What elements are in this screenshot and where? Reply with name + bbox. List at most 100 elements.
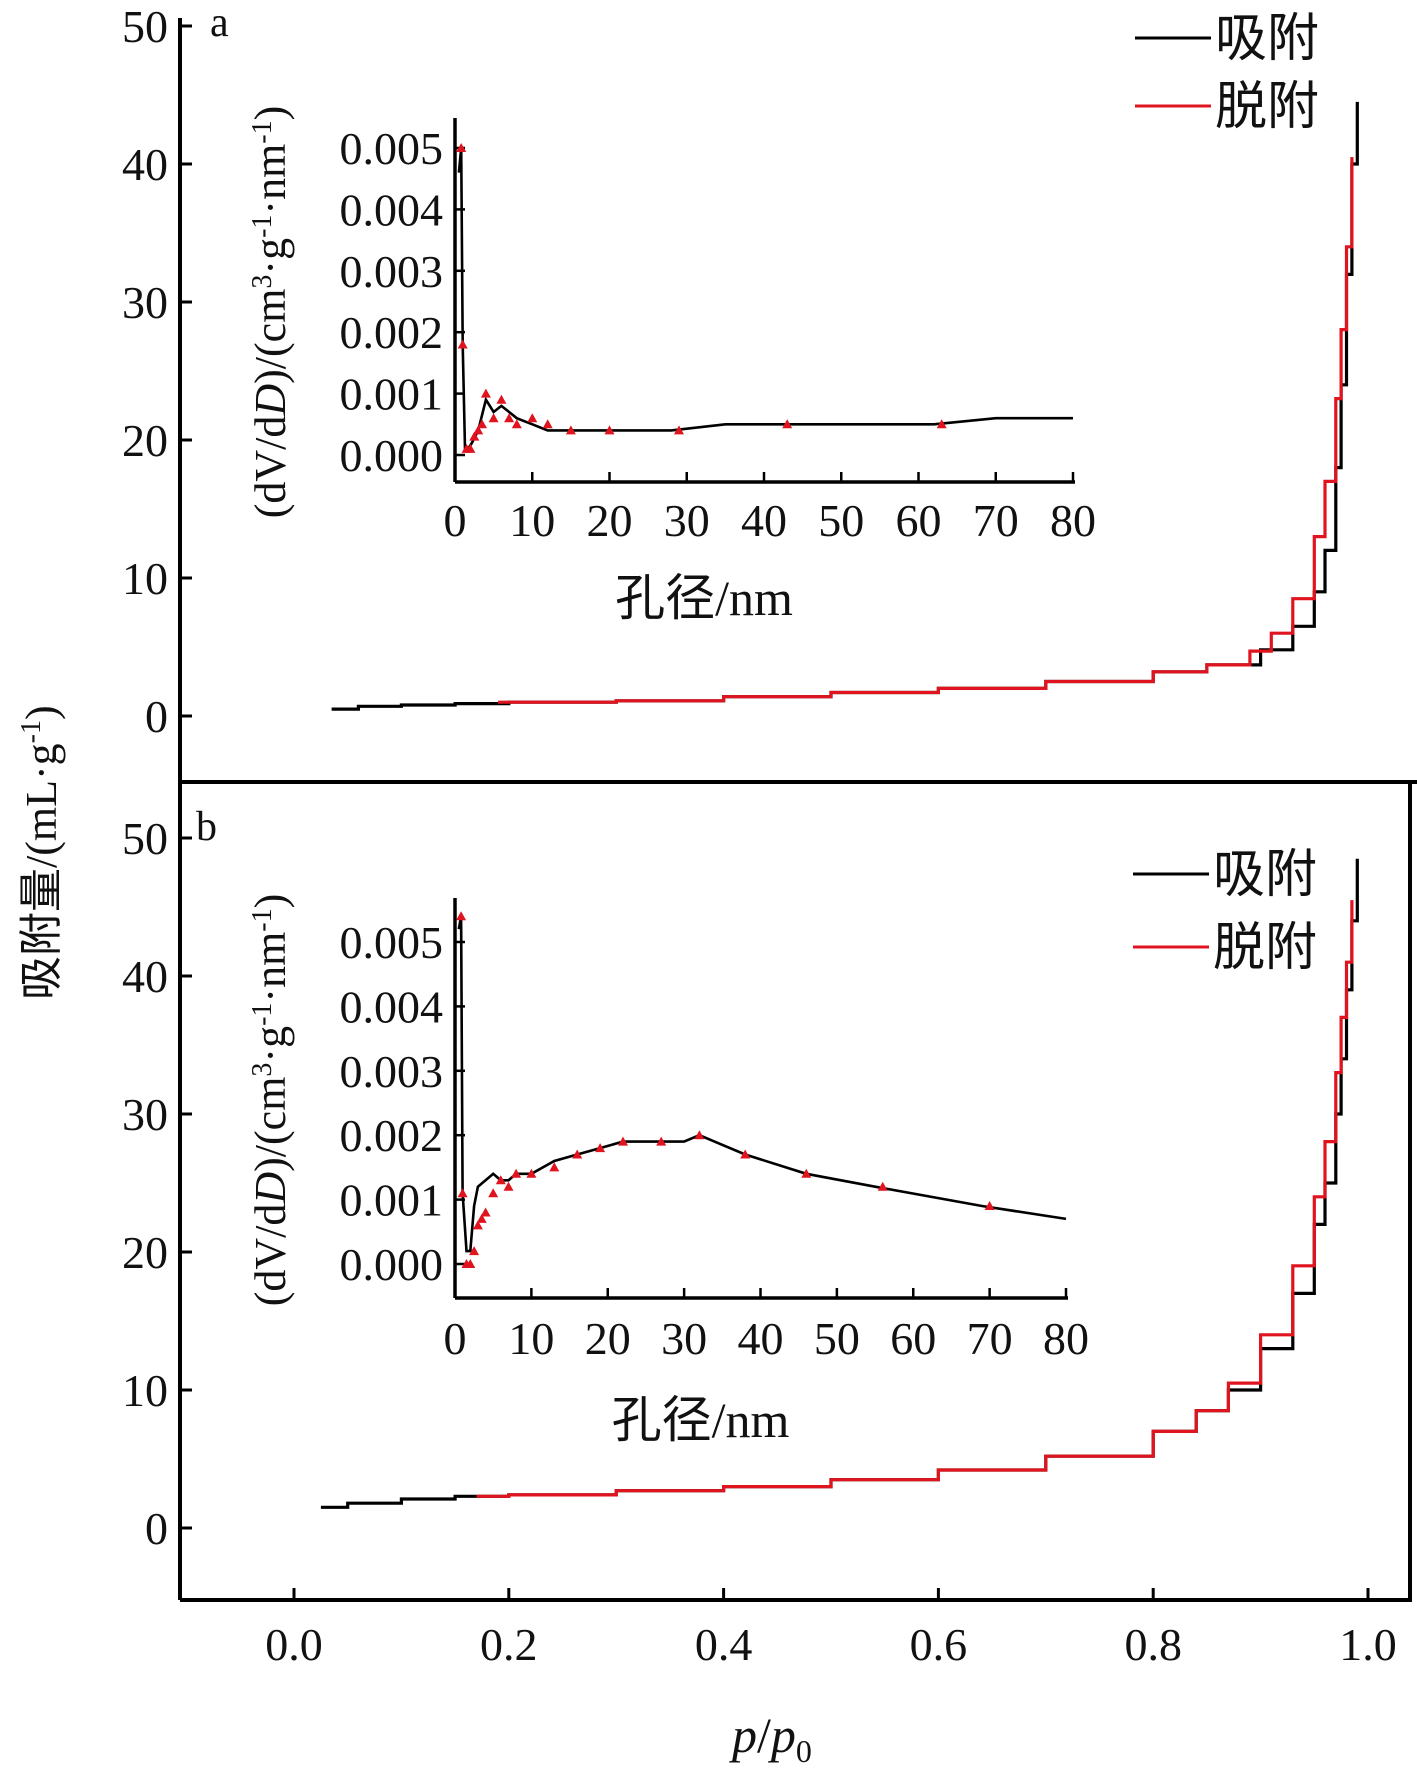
y-tick-label: 20	[122, 415, 168, 466]
x-tick-label: 0.0	[265, 1619, 323, 1670]
legend-desorption-label: 脱附	[1215, 77, 1319, 137]
inset-x-tick-label: 0	[444, 495, 467, 546]
y-axis-title: 吸附量/(mL·g-1)	[16, 705, 66, 1000]
inset-data-marker	[618, 1136, 628, 1146]
inset-x-tick-label: 0	[444, 1313, 467, 1364]
inset-y-tick-label: 0.001	[340, 369, 444, 420]
inset-data-marker	[674, 425, 684, 435]
inset-data-marker	[595, 1143, 606, 1153]
inset-y-axis-title: (dV/dD)/(cm3·g-1·nm-1)	[246, 106, 295, 519]
inset-x-tick-label: 10	[509, 495, 555, 546]
inset-data-marker	[936, 419, 947, 429]
y-tick-label: 0	[145, 1503, 168, 1554]
inset-data-marker	[476, 1213, 487, 1223]
y-tick-label: 10	[122, 1365, 168, 1416]
pore-size-inset: 0.000 0.001 0.002 0.003 0.004 0.005 0 10 20 30 40 5…	[246, 106, 1096, 626]
x-tick-label: 0.8	[1124, 1619, 1182, 1670]
inset-y-tick-label: 0.005	[340, 123, 444, 174]
inset-data-marker	[511, 419, 522, 429]
inset-y-tick-label: 0.000	[340, 430, 444, 481]
inset-data-marker	[473, 425, 484, 435]
inset-data-marker	[782, 419, 793, 429]
inset-data-marker	[801, 1168, 812, 1178]
inset-x-tick-label: 60	[896, 495, 942, 546]
y-tick-label: 40	[122, 951, 168, 1002]
inset-x-axis-title: 孔径/nm	[615, 570, 793, 626]
legend-desorption-label: 脱附	[1213, 918, 1317, 978]
x-tick-label: 0.2	[480, 1619, 538, 1670]
inset-x-tick-label: 60	[890, 1313, 936, 1364]
inset-data-marker	[549, 1162, 560, 1172]
inset-data-marker	[480, 388, 491, 398]
y-tick-label: 50	[122, 813, 168, 864]
inset-data-marker	[526, 1168, 537, 1178]
legend-adsorption-label: 吸附	[1213, 845, 1317, 905]
inset-y-tick-label: 0.002	[340, 307, 444, 358]
inset-y-tick-label: 0.000	[340, 1239, 444, 1290]
inset-x-tick-label: 70	[973, 495, 1019, 546]
x-axis-title: p/p0	[729, 1707, 812, 1769]
inset-data-marker	[457, 1188, 468, 1198]
inset-data-marker	[511, 1168, 522, 1178]
inset-x-tick-label: 20	[585, 1313, 631, 1364]
inset-data-marker	[984, 1201, 995, 1210]
inset-y-tick-label: 0.004	[340, 184, 444, 235]
inset-data-marker	[503, 1181, 514, 1191]
inset-data-marker	[542, 419, 553, 429]
inset-x-axis-title: 孔径/nm	[612, 1392, 790, 1448]
inset-y-tick-label: 0.001	[340, 1175, 444, 1226]
inset-x-tick-label: 30	[664, 495, 710, 546]
y-tick-label: 30	[122, 1089, 168, 1140]
y-tick-label: 20	[122, 1227, 168, 1278]
inset-y-tick-label: 0.003	[340, 1046, 444, 1097]
y-tick-label: 10	[122, 553, 168, 604]
y-tick-label: 0	[145, 691, 168, 742]
inset-data-marker	[496, 394, 507, 404]
inset-x-tick-label: 20	[587, 495, 633, 546]
panel-b-label: b	[196, 804, 217, 850]
y-tick-label: 30	[122, 277, 168, 328]
inset-data-marker	[504, 413, 515, 423]
inset-data-marker	[469, 431, 480, 441]
y-tick-label: 40	[122, 139, 168, 190]
inset-data-marker	[480, 1207, 491, 1217]
inset-data-marker	[488, 1188, 499, 1198]
inset-x-tick-label: 70	[967, 1313, 1013, 1364]
inset-x-tick-label: 30	[661, 1313, 707, 1364]
y-axis-title-sup: -1	[16, 720, 47, 743]
inset-data-marker	[604, 425, 615, 435]
legend-adsorption-label: 吸附	[1215, 9, 1319, 69]
inset-data-marker	[565, 425, 576, 435]
inset-x-tick-label: 10	[508, 1313, 554, 1364]
panel-a-label: a	[210, 0, 229, 46]
inset-x-tick-label: 80	[1043, 1313, 1089, 1364]
desorption-curve	[476, 900, 1354, 1498]
inset-data-marker	[656, 1136, 667, 1146]
inset-data-marker	[472, 1220, 483, 1230]
desorption-curve	[498, 157, 1354, 704]
inset-y-tick-label: 0.005	[340, 917, 444, 968]
x-tick-label: 0.4	[695, 1619, 753, 1670]
inset-data-marker	[488, 413, 499, 423]
y-tick-label: 50	[122, 1, 168, 52]
pore-size-inset: 0.000 0.001 0.002 0.003 0.004 0.005 0 10 20 30 40 5…	[246, 894, 1089, 1448]
inset-x-tick-label: 40	[741, 495, 787, 546]
inset-x-tick-label: 80	[1050, 495, 1096, 546]
inset-y-tick-label: 0.003	[340, 246, 444, 297]
inset-data-marker	[740, 1149, 751, 1159]
inset-y-axis-title: (dV/dD)/(cm3·g-1·nm-1)	[246, 894, 295, 1307]
inset-data-marker	[457, 339, 468, 349]
inset-y-tick-label: 0.004	[340, 981, 444, 1032]
inset-data-marker	[477, 419, 487, 429]
inset-y-tick-label: 0.002	[340, 1110, 444, 1161]
inset-data-marker	[694, 1130, 705, 1140]
inset-data-marker	[495, 1175, 506, 1185]
x-tick-label: 0.6	[910, 1619, 968, 1670]
inset-x-tick-label: 40	[738, 1313, 784, 1364]
inset-data-marker	[456, 143, 467, 152]
inset-x-tick-label: 50	[818, 495, 864, 546]
inset-x-tick-label: 50	[814, 1313, 860, 1364]
x-tick-label: 1.0	[1339, 1619, 1397, 1670]
inset-data-marker	[469, 1246, 480, 1256]
